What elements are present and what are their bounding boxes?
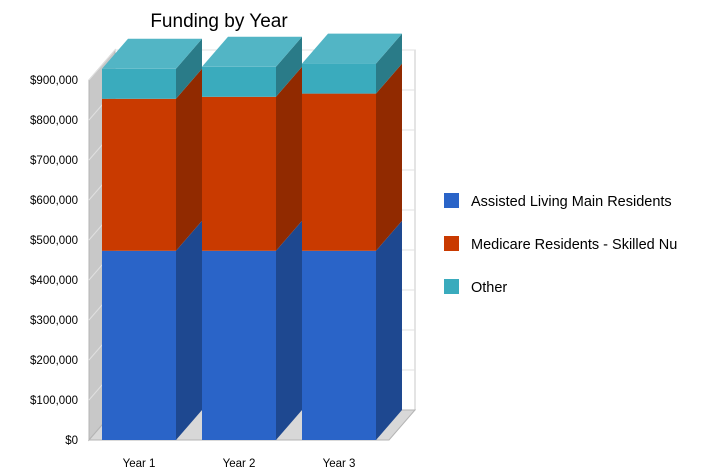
legend: Assisted Living Main Residents Medicare R… — [444, 193, 677, 296]
bar-front — [102, 250, 176, 440]
y-tick-label: $400,000 — [30, 275, 78, 287]
x-axis: Year 1 Year 2 Year 3 — [123, 458, 356, 470]
legend-item: Other — [444, 279, 507, 296]
bar-top — [102, 38, 202, 69]
y-tick-label: $600,000 — [30, 195, 78, 207]
bar-side — [176, 38, 202, 99]
bar-side — [276, 36, 302, 97]
legend-label: Assisted Living Main Residents — [471, 194, 672, 210]
bar-front — [302, 63, 376, 94]
bar-segment — [102, 220, 202, 440]
bar-front — [102, 98, 176, 251]
bar-segment — [102, 68, 202, 251]
bar-side — [276, 66, 302, 251]
chart-title: Funding by Year — [150, 11, 288, 32]
legend-item: Medicare Residents - Skilled Nu — [444, 236, 677, 253]
bar-side — [376, 33, 402, 94]
y-tick-label: $800,000 — [30, 115, 78, 127]
x-tick-label: Year 1 — [123, 458, 156, 470]
y-tick-label: $900,000 — [30, 75, 78, 87]
bar-front — [202, 66, 276, 97]
legend-swatch — [444, 236, 459, 251]
bar-side — [176, 68, 202, 251]
bar-segment — [202, 220, 302, 440]
x-tick-label: Year 3 — [323, 458, 356, 470]
bar-front — [302, 93, 376, 251]
legend-label: Other — [471, 280, 507, 296]
bar-segment — [202, 66, 302, 251]
bar-front — [202, 96, 276, 251]
bar-side — [376, 220, 402, 440]
bar-top — [302, 33, 402, 64]
x-tick-label: Year 2 — [223, 458, 256, 470]
y-tick-label: $700,000 — [30, 155, 78, 167]
y-axis: $0 $100,000 $200,000 $300,000 $400,000 $500,0… — [30, 75, 78, 447]
legend-item: Assisted Living Main Residents — [444, 193, 672, 210]
bar-front — [302, 250, 376, 440]
bar-side — [176, 220, 202, 440]
y-tick-label: $300,000 — [30, 315, 78, 327]
bar-segment — [302, 63, 402, 251]
bars — [102, 33, 402, 440]
bar-front — [202, 250, 276, 440]
bar-segment — [202, 36, 302, 97]
legend-label: Medicare Residents - Skilled Nu — [471, 237, 677, 253]
legend-swatch — [444, 279, 459, 294]
bar-segment — [302, 33, 402, 94]
bar-side — [276, 220, 302, 440]
y-tick-label: $0 — [65, 435, 78, 447]
y-tick-label: $500,000 — [30, 235, 78, 247]
y-tick-label: $200,000 — [30, 355, 78, 367]
y-tick-label: $100,000 — [30, 395, 78, 407]
bar-segment — [302, 220, 402, 440]
legend-swatch — [444, 193, 459, 208]
bar-side — [376, 63, 402, 251]
bar-segment — [102, 38, 202, 99]
bar-top — [202, 36, 302, 67]
bar-front — [102, 68, 176, 99]
